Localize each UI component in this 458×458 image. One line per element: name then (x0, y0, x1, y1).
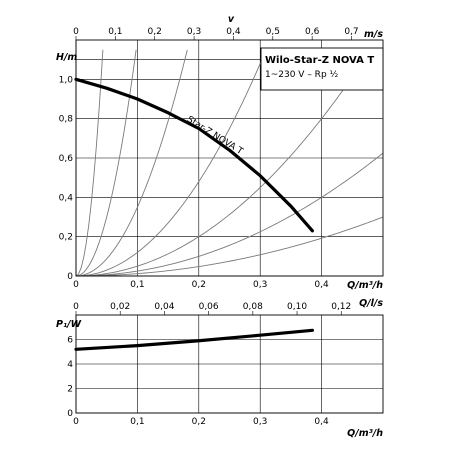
flow-ls-tick-label: 0,12 (331, 302, 351, 312)
head-x-tick-label: 0,2 (192, 280, 206, 290)
system-curve (75, 49, 104, 277)
pump-head-curve (74, 77, 314, 233)
power-x-axis-label: Q/m³/h (347, 428, 383, 439)
flow-ls-tick-label: 0,04 (154, 302, 174, 312)
flow-ls-tick-label: 0,02 (110, 302, 130, 312)
system-curve (75, 152, 384, 277)
velocity-tick-label: 0,5 (266, 27, 280, 37)
velocity-tick-label: 0,7 (344, 27, 358, 37)
flow-ls-tick-label: 0,06 (199, 302, 219, 312)
chart-subtitle: 1~230 V – Rp ½ (265, 70, 339, 80)
head-x-tick-label: 0,4 (314, 280, 329, 290)
head-y-tick-label: 0,2 (59, 233, 73, 243)
power-chart: P₁/W Q/l/s Q/m³/h 0 0,1 0,2 0,3 0,4 0 2 4 6 0 0,02… (56, 298, 384, 439)
head-x-tick-label: 0,1 (130, 280, 144, 290)
title-box-frame (260, 47, 384, 91)
head-x-tick-label: 0 (73, 280, 79, 290)
velocity-tick-label: 0,2 (148, 27, 162, 37)
power-curve (74, 328, 314, 351)
power-secondary-x-label: Q/l/s (359, 298, 383, 309)
head-y-axis-label: H/m (56, 52, 77, 63)
power-plot-frame (75, 314, 384, 414)
head-x-tick-label: 0,3 (253, 280, 267, 290)
head-plot-frame (75, 39, 384, 277)
velocity-tick-label: 0,3 (187, 27, 201, 37)
power-x-tick-label: 0,2 (192, 417, 206, 427)
power-y-tick-label: 2 (67, 385, 73, 395)
head-y-tick-label: 1,0 (59, 75, 74, 85)
system-curve (75, 49, 267, 277)
velocity-tick-label: 0,6 (305, 27, 320, 37)
chart-title: Wilo-Star-Z NOVA T (265, 55, 374, 66)
power-x-tick-label: 0,1 (130, 417, 144, 427)
velocity-tick-label: 0,1 (108, 27, 122, 37)
power-x-tick-label: 0,3 (253, 417, 267, 427)
chart-title-box: Wilo-Star-Z NOVA T 1~230 V – Rp ½ (260, 47, 384, 91)
system-curve (76, 216, 384, 277)
head-y-tick-label: 0 (67, 272, 73, 282)
velocity-axis-label: v (228, 14, 235, 25)
power-y-tick-label: 0 (67, 409, 73, 419)
power-y-axis-label: P₁/W (56, 319, 82, 330)
head-y-tick-label: 0,8 (59, 115, 74, 125)
power-x-tick-label: 0 (73, 417, 79, 427)
flow-ls-tick-label: 0,08 (243, 302, 263, 312)
head-y-tick-label: 0,4 (59, 193, 74, 203)
velocity-axis: v m/s 0 0,1 0,2 0,3 0,4 0,5 0,6 0,7 (73, 14, 383, 40)
velocity-tick-label: 0,4 (226, 27, 241, 37)
power-y-tick-label: 6 (67, 336, 73, 346)
flow-ls-tick-label: 0,10 (287, 302, 307, 312)
velocity-axis-unit: m/s (364, 29, 383, 40)
power-x-tick-label: 0,4 (314, 417, 329, 427)
system-curve (75, 49, 137, 277)
velocity-tick-label: 0 (73, 27, 79, 37)
flow-ls-tick-label: 0 (73, 302, 79, 312)
head-x-axis-label: Q/m³/h (347, 280, 383, 291)
power-y-tick-label: 4 (67, 360, 73, 370)
series-label: Star-Z NOVA T (185, 115, 245, 158)
system-curve (75, 49, 371, 277)
head-y-tick-label: 0,6 (59, 154, 74, 164)
